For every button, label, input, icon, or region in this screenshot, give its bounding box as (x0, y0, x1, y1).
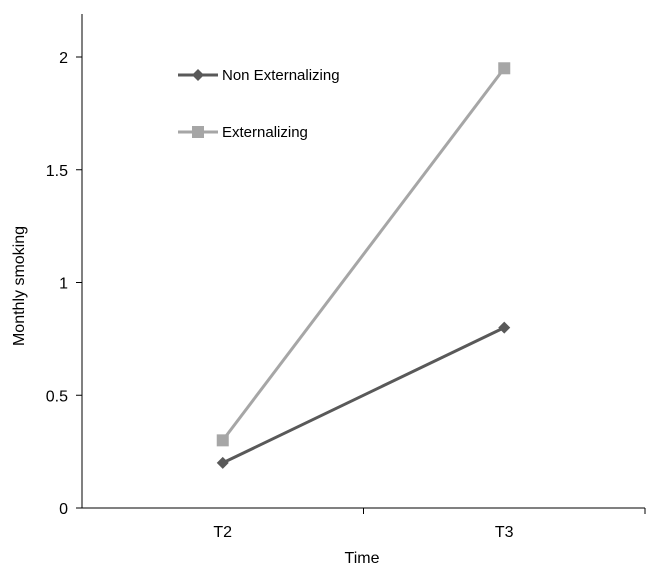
y-tick-label: 1.5 (46, 163, 68, 180)
series-non-externalizing (216, 321, 511, 469)
series-line (221, 67, 506, 442)
legend-label: Non Externalizing (222, 67, 340, 84)
data-point (216, 434, 229, 447)
series-layer (216, 62, 511, 469)
legend-label: Externalizing (222, 124, 308, 141)
data-point (498, 62, 511, 75)
data-point (216, 456, 229, 469)
y-tick-label: 2 (59, 50, 68, 67)
series-externalizing (216, 62, 511, 447)
legend-swatch-marker (192, 126, 204, 138)
x-tick-label: T2 (213, 524, 232, 541)
y-tick-label: 0 (59, 501, 68, 518)
series-line (222, 326, 505, 465)
legend: Non Externalizing Externalizing (178, 67, 340, 141)
legend-swatch-marker (192, 69, 204, 81)
legend-item: Externalizing (178, 124, 308, 141)
y-tick-label: 0.5 (46, 388, 68, 405)
y-tick-label: 1 (59, 276, 68, 293)
legend-item: Non Externalizing (178, 67, 340, 84)
x-axis-title: Time (345, 550, 380, 567)
y-axis-title: Monthly smoking (11, 226, 28, 346)
axes: 0 0.5 1 1.5 2 T2 T3 (46, 14, 646, 541)
data-point (498, 321, 511, 334)
x-tick-label: T3 (495, 524, 514, 541)
